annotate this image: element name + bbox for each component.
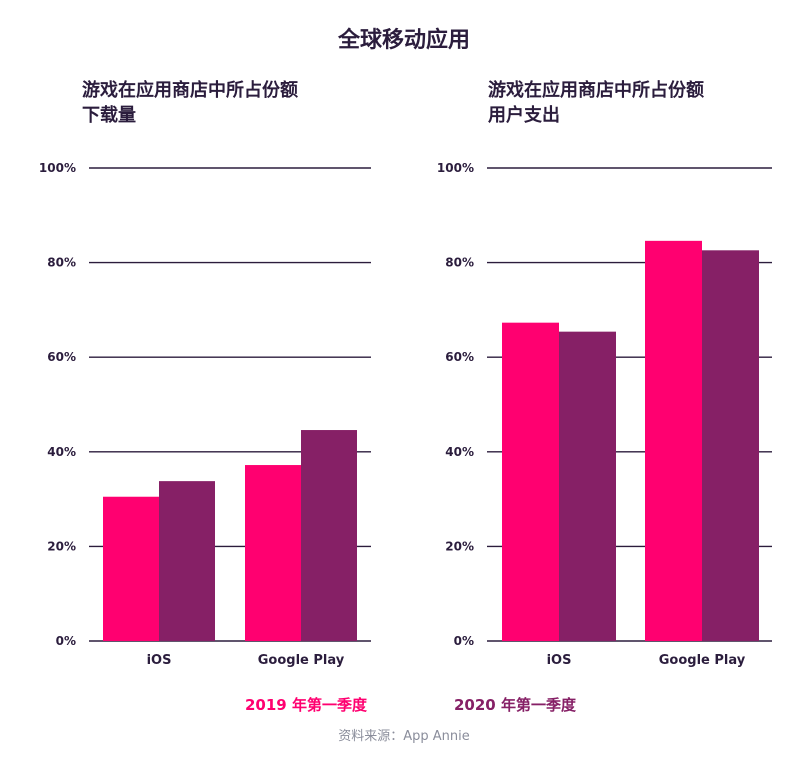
right-chart-spending: 0% 20% 40% 60% 80% 100% iOS Google Play — [437, 161, 772, 668]
left-bar-0-1 — [159, 481, 215, 641]
source-note: 资料来源：App Annie — [0, 725, 808, 744]
right-chart-title-line-2: 用户支出 — [488, 105, 560, 126]
right-chart-title: 游戏在应用商店中所占份额 用户支出 — [488, 78, 704, 128]
left-y-tick-label-3: 60% — [47, 350, 76, 364]
right-bar-1-1 — [702, 250, 759, 641]
right-y-tick-label-5: 100% — [437, 161, 474, 175]
right-y-tick-label-3: 60% — [445, 350, 474, 364]
left-y-tick-label-2: 40% — [47, 445, 76, 459]
right-y-tick-label-1: 20% — [445, 539, 474, 553]
left-chart-title-line-1: 游戏在应用商店中所占份额 — [82, 80, 298, 101]
left-y-tick-label-1: 20% — [47, 539, 76, 553]
right-bar-0-1 — [559, 331, 616, 641]
left-y-tick-label-5: 100% — [39, 161, 76, 175]
right-y-tick-label-4: 80% — [445, 256, 474, 270]
right-y-tick-label-2: 40% — [445, 445, 474, 459]
legend-item-2020-q1: 2020 年第一季度 — [454, 696, 576, 714]
page-title: 全球移动应用 — [337, 28, 470, 53]
right-x-category-label-1: Google Play — [659, 653, 746, 668]
left-bar-1-1 — [301, 430, 357, 641]
left-chart-title: 游戏在应用商店中所占份额 下载量 — [82, 78, 298, 128]
right-y-tick-label-0: 0% — [454, 634, 474, 648]
right-bar-0-0 — [502, 322, 559, 641]
charts-canvas: 0% 20% 40% 60% 80% 100% iOS Google Play 0% 20% 40… — [39, 161, 772, 668]
source-value: App Annie — [403, 729, 470, 744]
left-y-tick-label-4: 80% — [47, 256, 76, 270]
source-label: 资料来源： — [338, 729, 404, 744]
left-chart-title-line-2: 下载量 — [82, 105, 136, 126]
left-chart-downloads: 0% 20% 40% 60% 80% 100% iOS Google Play — [39, 161, 371, 668]
left-bar-1-0 — [245, 465, 301, 641]
left-y-tick-label-0: 0% — [56, 634, 76, 648]
right-x-category-label-0: iOS — [547, 653, 572, 668]
left-bar-0-0 — [103, 496, 159, 641]
left-x-category-label-1: Google Play — [258, 653, 345, 668]
legend-item-2019-q1: 2019 年第一季度 — [245, 696, 367, 714]
left-x-category-label-0: iOS — [147, 653, 172, 668]
right-chart-title-line-1: 游戏在应用商店中所占份额 — [488, 80, 704, 101]
right-bar-1-0 — [645, 240, 702, 642]
